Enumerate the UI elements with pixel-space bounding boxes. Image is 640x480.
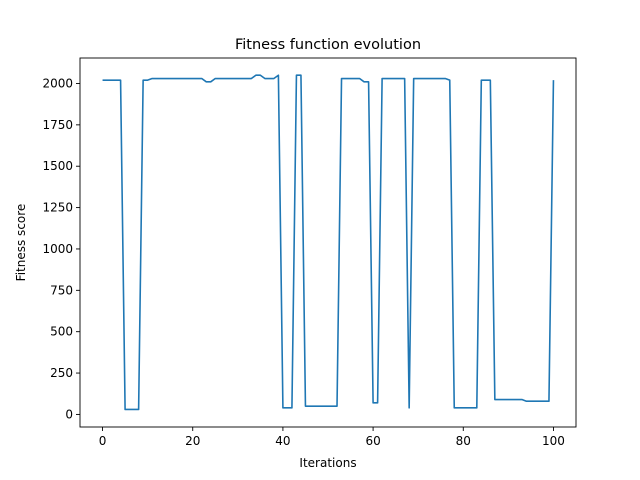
- x-tick-label: 40: [275, 434, 290, 448]
- y-tick-label: 1000: [42, 242, 73, 256]
- y-tick-label: 750: [50, 283, 73, 297]
- x-axis: 0 20 40 60 80 100: [99, 427, 565, 448]
- y-tick-label: 1500: [42, 159, 73, 173]
- y-tick-label: 0: [65, 407, 73, 421]
- x-tick-label: 80: [456, 434, 471, 448]
- chart-title: Fitness function evolution: [235, 37, 421, 53]
- y-axis: 0 250 500 750 1000 1250 1500 1750 2000: [42, 76, 80, 421]
- y-tick-label: 250: [50, 366, 73, 380]
- y-tick-label: 1750: [42, 118, 73, 132]
- plot-area: [102, 74, 555, 411]
- axes-frame: [79, 57, 577, 428]
- x-axis-label: Iterations: [299, 456, 356, 470]
- y-axis-label: Fitness score: [14, 204, 28, 282]
- x-tick-label: 60: [365, 434, 380, 448]
- x-tick-label: 100: [542, 434, 565, 448]
- series-line: [102, 74, 555, 411]
- y-tick-label: 2000: [42, 76, 73, 90]
- y-tick-label: 1250: [42, 201, 73, 215]
- y-tick-label: 500: [50, 325, 73, 339]
- x-tick-label: 20: [185, 434, 200, 448]
- x-tick-label: 0: [99, 434, 107, 448]
